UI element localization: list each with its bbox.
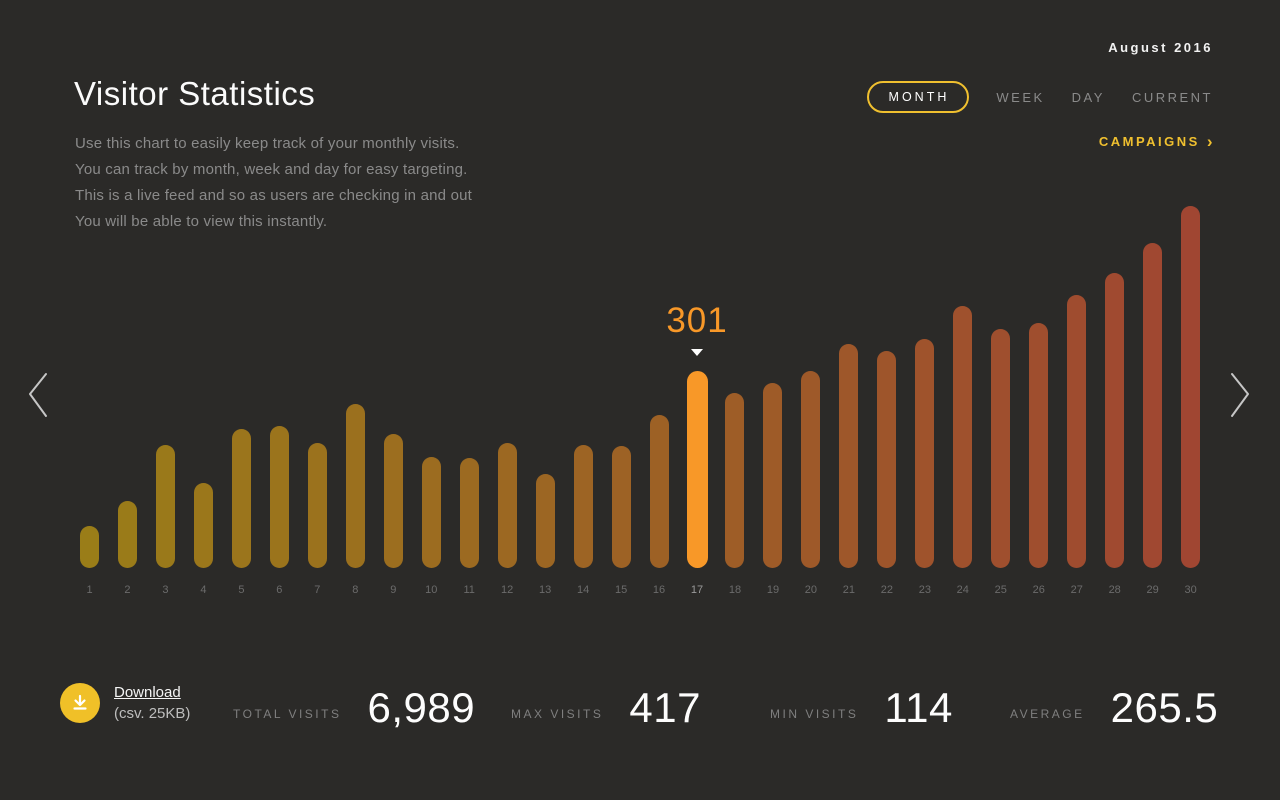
tab-month[interactable]: MONTH	[866, 81, 970, 113]
tab-day[interactable]: DAY	[1071, 89, 1105, 105]
chevron-right-icon	[1231, 373, 1249, 417]
bar-day-15[interactable]	[611, 446, 631, 568]
bar-day-6[interactable]	[269, 426, 289, 568]
period-tabs: MONTH WEEK DAY CURRENT	[866, 81, 1213, 113]
bar-day-4[interactable]	[193, 483, 213, 568]
stat-label: TOTAL VISITS	[233, 707, 342, 721]
stat-average: AVERAGE 265.5	[1010, 684, 1218, 732]
x-tick-label-7: 7	[314, 584, 321, 596]
x-tick-label-5: 5	[238, 584, 245, 596]
x-tick-label-2: 2	[124, 584, 131, 596]
description-line: You can track by month, week and day for…	[75, 161, 468, 178]
x-tick-label-29: 29	[1146, 584, 1159, 596]
stat-value: 265.5	[1110, 684, 1219, 731]
description-line: You will be able to view this instantly.	[75, 213, 328, 230]
x-tick-label-27: 27	[1070, 584, 1083, 596]
highlighted-value-label: 301	[666, 301, 728, 340]
bar-day-25[interactable]	[991, 329, 1011, 568]
triangle-down-icon	[691, 349, 704, 356]
bar-day-19[interactable]	[763, 383, 783, 568]
bar-day-14[interactable]	[573, 445, 593, 568]
campaigns-label: CAMPAIGNS	[1098, 134, 1200, 149]
x-tick-label-25: 25	[994, 584, 1007, 596]
x-tick-label-20: 20	[804, 584, 818, 596]
stat-label: AVERAGE	[1010, 707, 1085, 721]
x-tick-label-17: 17	[690, 584, 704, 596]
x-tick-label-15: 15	[614, 584, 628, 596]
bar-day-9[interactable]	[383, 434, 403, 568]
x-tick-label-9: 9	[390, 584, 397, 596]
chevron-left-icon	[29, 373, 47, 417]
x-tick-label-30: 30	[1184, 584, 1197, 596]
stat-total-visits: TOTAL VISITS 6,989	[233, 684, 475, 732]
bar-day-8[interactable]	[345, 404, 365, 568]
x-tick-label-8: 8	[352, 584, 359, 596]
bar-day-23[interactable]	[915, 339, 935, 568]
bar-day-16[interactable]	[649, 415, 669, 568]
stat-value: 417	[629, 684, 701, 731]
bar-day-5[interactable]	[231, 429, 251, 568]
stat-value: 6,989	[367, 684, 476, 731]
bar-day-17[interactable]	[686, 371, 708, 568]
x-tick-label-4: 4	[200, 584, 207, 596]
bar-day-10[interactable]	[421, 457, 441, 568]
bar-day-20[interactable]	[801, 371, 821, 568]
x-tick-label-19: 19	[766, 584, 780, 596]
x-tick-label-10: 10	[425, 584, 438, 596]
x-tick-label-11: 11	[463, 584, 475, 596]
page-title: Visitor Statistics	[74, 75, 316, 112]
date-label: August 2016	[1108, 40, 1213, 55]
stat-max-visits: MAX VISITS 417	[511, 684, 701, 732]
description-line: Use this chart to easily keep track of y…	[75, 135, 460, 152]
bar-day-24[interactable]	[953, 306, 973, 568]
stat-min-visits: MIN VISITS 114	[770, 684, 953, 732]
bar-day-26[interactable]	[1029, 323, 1049, 568]
x-tick-label-18: 18	[728, 584, 742, 596]
campaigns-link[interactable]: CAMPAIGNS ›	[1098, 132, 1215, 151]
x-tick-label-6: 6	[276, 584, 283, 596]
download-icon	[73, 694, 87, 710]
download-link[interactable]: Download	[114, 684, 181, 701]
next-period-button[interactable]	[1228, 372, 1252, 423]
bar-day-28[interactable]	[1105, 273, 1125, 568]
x-tick-label-14: 14	[576, 584, 590, 596]
x-tick-label-3: 3	[162, 584, 169, 596]
bar-day-13[interactable]	[535, 474, 555, 568]
bar-day-1[interactable]	[80, 526, 99, 568]
x-tick-label-21: 21	[842, 584, 856, 596]
tab-current[interactable]: CURRENT	[1131, 89, 1213, 105]
x-tick-label-1: 1	[86, 584, 93, 596]
x-tick-label-23: 23	[918, 584, 931, 596]
x-tick-label-13: 13	[539, 584, 552, 596]
x-tick-label-24: 24	[956, 584, 969, 596]
bar-day-29[interactable]	[1143, 243, 1163, 568]
bar-day-27[interactable]	[1067, 295, 1087, 568]
description: Use this chart to easily keep track of y…	[75, 131, 472, 235]
x-tick-label-12: 12	[501, 584, 514, 596]
bar-day-21[interactable]	[839, 344, 859, 568]
bar-day-7[interactable]	[307, 443, 327, 568]
x-tick-label-22: 22	[880, 584, 893, 596]
stat-label: MIN VISITS	[770, 707, 859, 721]
stat-label: MAX VISITS	[511, 707, 604, 721]
stat-value: 114	[884, 684, 953, 731]
bar-day-2[interactable]	[117, 501, 137, 568]
tab-week[interactable]: WEEK	[996, 89, 1045, 105]
bar-day-30[interactable]	[1181, 206, 1201, 568]
bar-day-12[interactable]	[497, 443, 517, 568]
description-line: This is a live feed and so as users are …	[75, 187, 473, 204]
x-tick-label-16: 16	[652, 584, 666, 596]
bar-day-22[interactable]	[877, 351, 897, 568]
x-tick-label-26: 26	[1032, 584, 1045, 596]
download-file-size: (csv. 25KB)	[114, 705, 191, 722]
bar-day-11[interactable]	[459, 458, 479, 568]
chevron-right-icon: ›	[1206, 132, 1215, 151]
bar-day-3[interactable]	[155, 445, 175, 568]
download-button[interactable]	[60, 683, 100, 723]
x-tick-label-28: 28	[1108, 584, 1121, 596]
prev-period-button[interactable]	[26, 372, 50, 423]
bar-day-18[interactable]	[725, 393, 745, 568]
